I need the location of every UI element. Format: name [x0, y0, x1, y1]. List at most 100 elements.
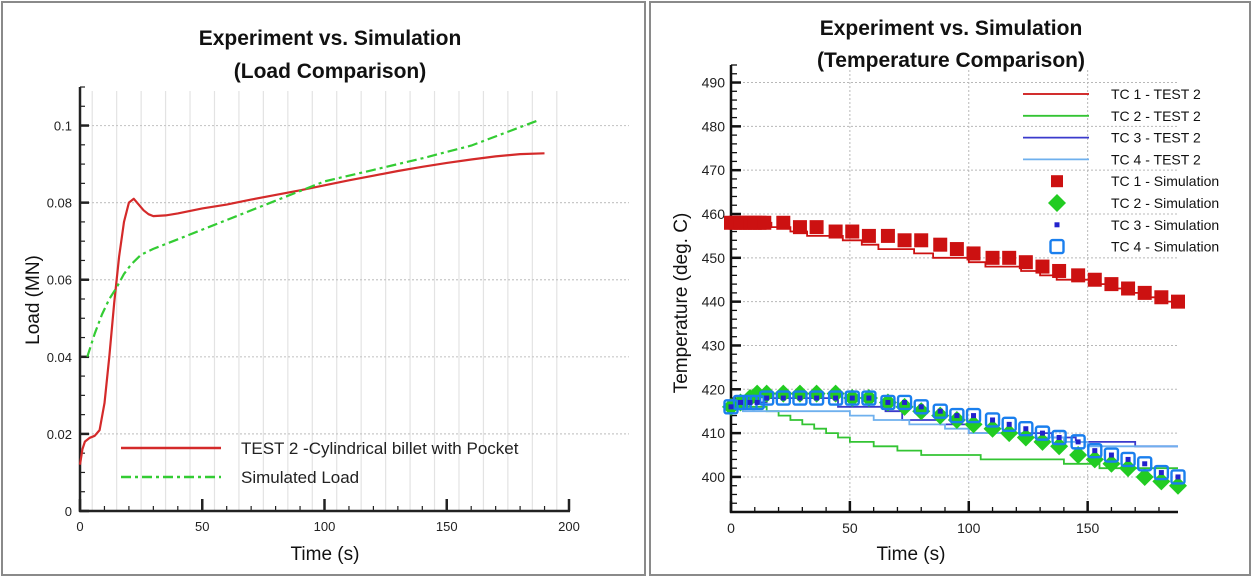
y-tick-label: 0.08	[47, 196, 72, 211]
data-point	[814, 395, 820, 401]
data-point	[1033, 432, 1052, 451]
y-tick-label: 420	[702, 381, 726, 397]
legend-label: TC 3 - TEST 2	[1111, 130, 1201, 146]
data-point	[807, 384, 826, 403]
data-point	[775, 390, 792, 406]
data-point	[1051, 429, 1067, 446]
data-point	[1016, 428, 1035, 447]
data-point	[984, 412, 1001, 428]
legend-label: TEST 2 -Cylindrical billet with Pocket	[241, 439, 519, 458]
temperature-comparison-panel: Experiment vs. Simulation (Temperature C…	[649, 1, 1251, 576]
data-point	[1056, 435, 1062, 440]
legend-marker	[1048, 194, 1066, 212]
data-point	[732, 394, 749, 411]
data-point	[1085, 450, 1104, 469]
data-point	[866, 395, 872, 401]
chart-title: Experiment vs. Simulation	[820, 17, 1083, 40]
y-tick-label: 450	[702, 250, 726, 266]
data-point	[965, 407, 982, 424]
data-point	[1001, 416, 1017, 433]
series-markers-tc-1-simulation	[724, 215, 1185, 309]
data-point	[1104, 277, 1119, 292]
data-point	[902, 399, 908, 405]
x-tick-label: 50	[195, 519, 209, 534]
data-point	[947, 410, 966, 429]
data-point	[757, 384, 776, 403]
data-point	[1002, 250, 1017, 265]
data-point	[809, 220, 824, 235]
load-comparison-panel: Experiment vs. Simulation (Load Comparis…	[1, 1, 646, 576]
y-tick-label: 400	[702, 469, 726, 485]
data-point	[861, 228, 876, 243]
legend-label: TC 2 - TEST 2	[1111, 108, 1201, 124]
data-point	[1070, 434, 1086, 450]
data-point	[758, 390, 775, 406]
data-point	[1034, 425, 1051, 441]
data-point	[780, 395, 786, 401]
y-tick-label: 470	[702, 162, 726, 178]
x-tick-label: 100	[314, 519, 336, 534]
data-point	[990, 417, 996, 423]
data-point	[1006, 421, 1012, 427]
temperature-comparison-chart: Experiment vs. Simulation (Temperature C…	[671, 17, 1219, 565]
data-point	[1119, 459, 1138, 478]
data-point	[1108, 452, 1114, 458]
data-point	[918, 404, 924, 410]
y-tick-label: 0.02	[47, 427, 72, 442]
data-point	[1087, 442, 1103, 459]
data-point	[949, 407, 965, 424]
data-point	[776, 215, 791, 230]
y-axis-label: Temperature (deg. C)	[671, 213, 692, 394]
data-point	[971, 413, 977, 419]
legend-label: TC 1 - Simulation	[1111, 173, 1219, 189]
data-point	[1018, 421, 1034, 437]
legend-label: TC 4 - Simulation	[1111, 239, 1219, 255]
y-tick-label: 410	[702, 425, 726, 441]
data-point	[1000, 424, 1019, 443]
data-point	[912, 402, 931, 421]
data-point	[754, 399, 760, 405]
data-point	[1153, 464, 1170, 481]
data-point	[757, 215, 772, 230]
y-tick-label: 480	[702, 118, 726, 134]
legend-label: TC 2 - Simulation	[1111, 195, 1219, 211]
data-point	[1158, 470, 1164, 476]
data-point	[1170, 469, 1186, 485]
data-point	[748, 384, 767, 403]
series-line-tc-2-test-2	[731, 405, 1178, 470]
data-point	[985, 250, 1000, 265]
y-tick-label: 0.04	[47, 350, 72, 365]
data-point	[1142, 461, 1148, 467]
x-axis-label: Time (s)	[877, 544, 946, 565]
data-point	[880, 394, 896, 411]
data-point	[828, 224, 843, 239]
y-tick-label: 490	[702, 75, 726, 91]
y-tick-label: 430	[702, 337, 726, 353]
x-tick-label: 50	[842, 520, 858, 536]
data-point	[1039, 430, 1045, 436]
legend-marker	[1049, 238, 1065, 255]
data-point	[1121, 281, 1136, 296]
data-point	[1135, 467, 1154, 486]
data-point	[723, 399, 739, 415]
x-tick-label: 200	[558, 519, 580, 534]
data-point	[1087, 272, 1102, 287]
data-point	[797, 395, 803, 401]
data-point	[1137, 285, 1152, 300]
legend-label: TC 1 - TEST 2	[1111, 86, 1201, 102]
data-point	[792, 220, 807, 235]
data-point	[1120, 451, 1136, 468]
data-point	[1023, 426, 1029, 432]
data-point	[774, 384, 793, 403]
data-point	[1103, 447, 1120, 463]
data-point	[1018, 255, 1033, 270]
data-point	[738, 399, 744, 405]
x-tick-label: 0	[727, 520, 735, 536]
data-point	[826, 384, 845, 403]
data-point	[747, 399, 753, 405]
data-point	[937, 408, 943, 414]
y-tick-label: 440	[702, 294, 726, 310]
data-point	[1092, 448, 1098, 454]
data-point	[1154, 290, 1169, 305]
x-tick-label: 150	[1076, 520, 1100, 536]
